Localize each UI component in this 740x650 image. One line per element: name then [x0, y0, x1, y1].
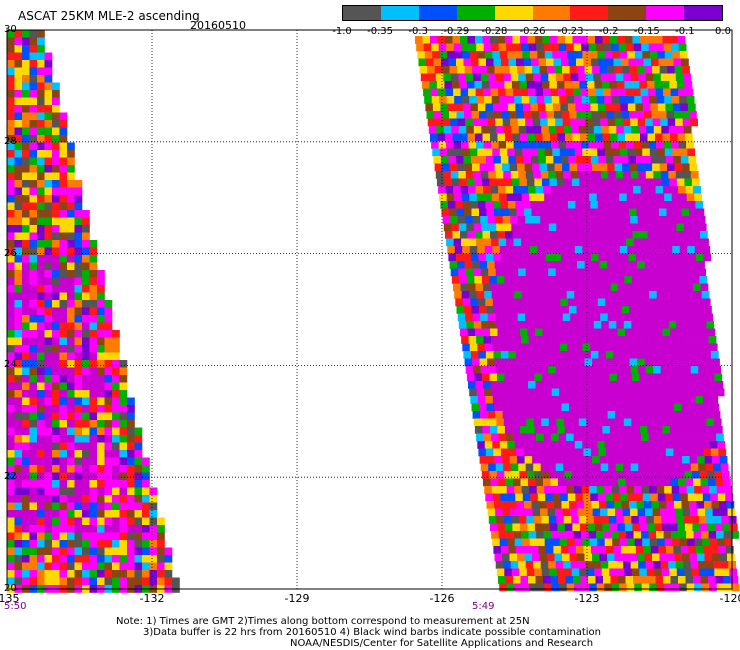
lon-tick-label: -126: [429, 592, 455, 605]
color-scale-label: -0.28: [481, 26, 508, 37]
color-swatch-5: [532, 6, 571, 20]
map-date: 20160510: [190, 19, 246, 32]
color-scale-label: -0.3: [408, 26, 428, 37]
swath-time-left: 5:50: [4, 601, 27, 612]
lon-tick-label: -120: [719, 592, 740, 605]
color-scale-label: -0.29: [443, 26, 470, 37]
lat-tick-label: 30: [4, 24, 17, 35]
color-swatch-7: [608, 6, 647, 20]
color-scale-bar: [342, 5, 723, 21]
color-swatch-4: [494, 6, 533, 20]
swath-time-right: 5:49: [472, 601, 495, 612]
color-swatch-8: [646, 6, 685, 20]
grid-lines: [7, 30, 732, 589]
footer-note-line2: 3)Data buffer is 22 hrs from 20160510 4)…: [143, 627, 601, 638]
lon-tick-label: -123: [574, 592, 600, 605]
color-scale-label: -0.1: [675, 26, 695, 37]
color-swatch-1: [380, 6, 419, 20]
swath-left: [7, 30, 180, 593]
map-title: ASCAT 25KM MLE-2 ascending: [18, 9, 200, 23]
color-scale-label: 0.0: [715, 26, 731, 37]
lon-tick-label: -129: [284, 592, 310, 605]
color-swatch-6: [570, 6, 609, 20]
color-swatch-2: [418, 6, 457, 20]
color-swatch-9: [684, 6, 723, 20]
color-swatch-0: [343, 6, 381, 20]
color-scale-label: -0.23: [557, 26, 584, 37]
footer-note-line1: Note: 1) Times are GMT 2)Times along bot…: [116, 616, 530, 627]
color-swatch-3: [456, 6, 495, 20]
lon-tick-label: -132: [139, 592, 165, 605]
color-scale-label: -0.2: [598, 26, 619, 37]
lon-tick-label: -135: [0, 592, 20, 605]
lat-tick-label: 22: [4, 471, 17, 483]
lat-tick-label: 26: [4, 247, 17, 259]
lat-tick-label: 20: [4, 583, 17, 594]
footer-note-line3: NOAA/NESDIS/Center for Satellite Applica…: [290, 638, 594, 649]
color-scale-label: -1.0: [332, 26, 352, 37]
color-scale-label: -0.15: [633, 26, 660, 37]
lat-tick-label: 28: [4, 135, 17, 147]
swath-right: [415, 36, 740, 592]
color-scale-label: -0.26: [519, 26, 546, 37]
plot-frame: [6, 29, 733, 590]
lat-tick-label: 24: [4, 359, 17, 371]
color-scale-label: -0.35: [367, 26, 394, 37]
